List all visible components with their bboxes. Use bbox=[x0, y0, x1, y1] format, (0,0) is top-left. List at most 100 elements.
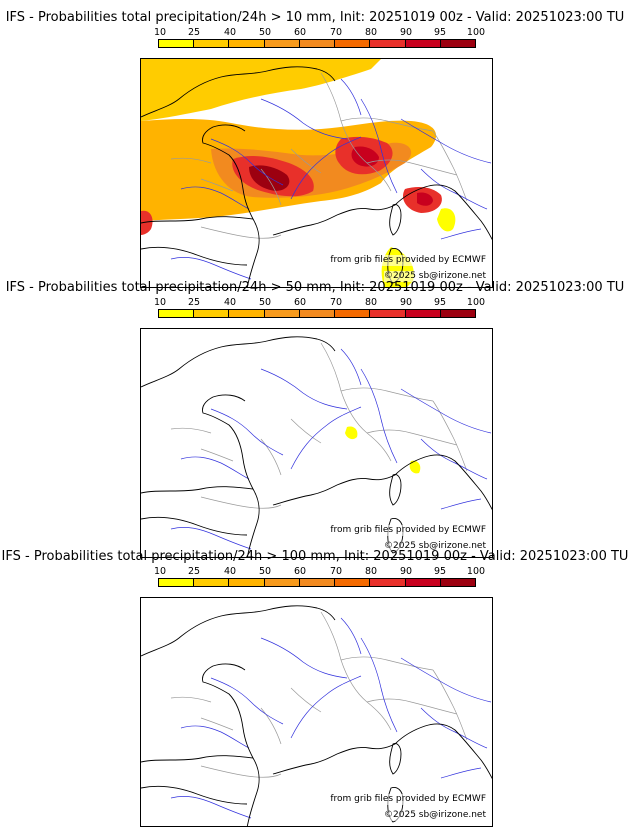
river-line bbox=[290, 406, 362, 470]
color-scale-label: 70 bbox=[329, 27, 343, 38]
border-line bbox=[290, 148, 322, 174]
border-line bbox=[340, 387, 434, 402]
color-scale-label: 60 bbox=[293, 297, 307, 308]
precipitation-area bbox=[141, 210, 153, 235]
river-line bbox=[340, 617, 362, 655]
panel-title: IFS - Probabilities total precipitation/… bbox=[5, 280, 625, 295]
color-scale-swatch bbox=[335, 40, 371, 47]
river-line bbox=[340, 78, 362, 116]
color-scale-label: 50 bbox=[258, 27, 272, 38]
coastline bbox=[141, 66, 492, 287]
border-line bbox=[320, 342, 392, 462]
map-graphic bbox=[141, 605, 492, 826]
color-scale-swatch bbox=[405, 40, 441, 47]
river-line bbox=[290, 136, 362, 200]
color-scale-bar bbox=[158, 578, 476, 587]
river-line bbox=[290, 675, 362, 739]
color-scale-bar bbox=[158, 309, 476, 318]
border-line bbox=[260, 438, 282, 476]
color-scale-label: 50 bbox=[258, 566, 272, 577]
color-scale-labels: 10 25 40 50 60 70 80 90 95 100 bbox=[140, 297, 490, 309]
corsica-coastline bbox=[389, 204, 402, 236]
panel-title: IFS - Probabilities total precipitation/… bbox=[5, 10, 625, 25]
border-line bbox=[320, 72, 392, 192]
color-scale-label: 60 bbox=[293, 27, 307, 38]
precipitation-area bbox=[437, 208, 456, 232]
color-scale-swatch bbox=[335, 310, 371, 317]
river-line bbox=[170, 257, 252, 280]
river-line bbox=[180, 186, 250, 210]
color-scale-labels: 10 25 40 50 60 70 80 90 95 100 bbox=[140, 27, 490, 39]
color-scale-swatch bbox=[335, 579, 371, 586]
border-line bbox=[170, 157, 212, 164]
copyright-credit: ©2025 sb@irizone.net bbox=[384, 810, 486, 821]
river-line bbox=[170, 527, 252, 550]
color-scale-label: 90 bbox=[399, 27, 413, 38]
color-scale-label: 100 bbox=[466, 27, 486, 38]
color-scale-label: 80 bbox=[364, 297, 378, 308]
color-scale-label: 95 bbox=[433, 566, 447, 577]
border-line bbox=[340, 656, 434, 671]
color-scale-swatch bbox=[405, 310, 441, 317]
color-scale-swatch bbox=[229, 579, 265, 586]
river-line bbox=[440, 228, 482, 240]
precipitation-area bbox=[141, 59, 381, 121]
river-line bbox=[360, 637, 398, 733]
color-scale-bar bbox=[158, 39, 476, 48]
map-panel-10mm: IFS - Probabilities total precipitation/… bbox=[0, 10, 630, 288]
color-scale-swatch bbox=[299, 579, 336, 586]
river-line bbox=[210, 138, 284, 186]
border-line bbox=[320, 611, 392, 731]
color-scale-label: 40 bbox=[223, 566, 237, 577]
river-line bbox=[260, 98, 348, 140]
river-line bbox=[420, 168, 488, 210]
river-line bbox=[400, 118, 492, 164]
color-scale-swatch bbox=[440, 579, 475, 586]
color-scale-swatch bbox=[264, 310, 300, 317]
precipitation-map: from grib files provided by ECMWF ©2025 … bbox=[140, 58, 493, 288]
river-line bbox=[210, 408, 284, 456]
color-scale-swatch bbox=[440, 40, 475, 47]
river-line bbox=[400, 657, 492, 703]
color-scale-swatch bbox=[194, 40, 230, 47]
map-graphic bbox=[141, 336, 492, 557]
source-credit: from grib files provided by ECMWF bbox=[330, 525, 486, 536]
color-scale-label: 90 bbox=[399, 566, 413, 577]
river-line bbox=[400, 388, 492, 434]
precipitation-area bbox=[417, 192, 433, 206]
color-scale-label: 80 bbox=[364, 566, 378, 577]
color-scale-swatch bbox=[194, 579, 230, 586]
border-line bbox=[366, 429, 458, 446]
color-scale-label: 60 bbox=[293, 566, 307, 577]
color-scale-label: 10 bbox=[153, 27, 167, 38]
precipitation-area bbox=[345, 426, 358, 440]
border-line bbox=[200, 226, 282, 239]
river-line bbox=[360, 368, 398, 464]
border-line bbox=[200, 765, 282, 778]
river-line bbox=[420, 438, 488, 480]
precipitation-area bbox=[409, 460, 421, 474]
border-line bbox=[200, 496, 282, 509]
source-credit: from grib files provided by ECMWF bbox=[330, 255, 486, 266]
border-line bbox=[340, 117, 434, 132]
river-line bbox=[210, 677, 284, 725]
color-scale-label: 25 bbox=[187, 27, 201, 38]
color-scale-swatch bbox=[370, 40, 406, 47]
color-scale-label: 90 bbox=[399, 297, 413, 308]
color-scale-swatch bbox=[264, 579, 300, 586]
border-line bbox=[200, 448, 234, 462]
border-line bbox=[170, 696, 212, 703]
map-panel-50mm: IFS - Probabilities total precipitation/… bbox=[0, 280, 630, 558]
border-line bbox=[200, 717, 234, 731]
precipitation-map: from grib files provided by ECMWF ©2025 … bbox=[140, 328, 493, 558]
border-line bbox=[366, 159, 458, 176]
color-scale-swatch bbox=[229, 40, 265, 47]
color-scale-label: 25 bbox=[187, 297, 201, 308]
border-line bbox=[170, 427, 212, 434]
color-scale-swatch bbox=[370, 579, 406, 586]
river-line bbox=[440, 498, 482, 510]
river-line bbox=[440, 767, 482, 779]
border-line bbox=[290, 687, 322, 713]
precipitation-map: from grib files provided by ECMWF ©2025 … bbox=[140, 597, 493, 827]
color-scale-label: 95 bbox=[433, 297, 447, 308]
